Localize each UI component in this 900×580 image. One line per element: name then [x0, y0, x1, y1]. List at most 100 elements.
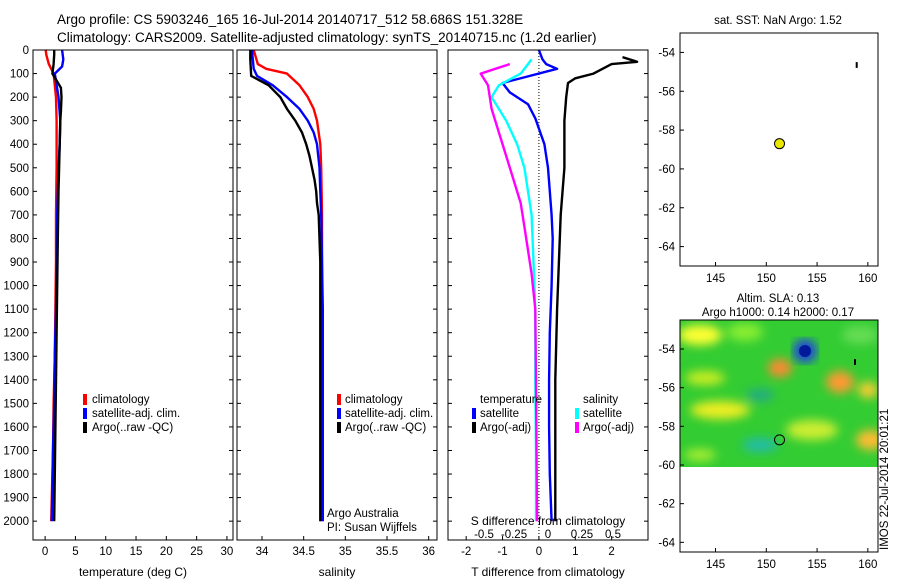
- timestamp-stamp: IMOS 22-Jul-2014 20:01:21: [879, 409, 891, 550]
- map-y-tick-label: -56: [658, 383, 675, 395]
- map-x-tick-label: 155: [807, 559, 826, 571]
- legend-s-argo: Argo(-adj): [583, 422, 634, 434]
- y-tick-label: 700: [10, 210, 29, 222]
- argo-position-point: [774, 138, 786, 150]
- x-tick-label: 5: [72, 546, 78, 558]
- x-tick-label: -2: [461, 546, 471, 558]
- map-x-tick-label: 155: [807, 273, 826, 285]
- map-y-tick-label: -60: [658, 460, 675, 472]
- legend-title-salinity: salinity: [583, 394, 618, 406]
- difference-legend: temperature salinity satellite Argo(-adj…: [472, 394, 634, 434]
- x-tick-label: 0: [42, 546, 48, 558]
- map-y-tick-label: -64: [658, 537, 675, 549]
- y-tick-label: 100: [10, 69, 29, 81]
- series-line-salinity-0: [252, 49, 324, 522]
- legend-title-temperature: temperature: [480, 394, 542, 406]
- x-tick-label: 0: [536, 546, 542, 558]
- y-tick-label: 400: [10, 139, 29, 151]
- y-tick-label: 1800: [3, 469, 29, 481]
- annotation-argo-australia: Argo Australia: [327, 508, 399, 520]
- x-tick-label: 30: [221, 546, 234, 558]
- s-tick-2: -0.25: [501, 529, 527, 541]
- salinity-legend: climatology satellite-adj. clim. Argo(..…: [337, 394, 433, 434]
- salinity-xlabel: salinity: [319, 565, 356, 579]
- legend-argo: Argo(..raw -QC): [92, 422, 173, 434]
- x-tick-label: 34.5: [292, 546, 314, 558]
- x-tick-label: 10: [99, 546, 112, 558]
- s-tick-3: 0: [545, 529, 551, 541]
- temperature-legend: climatology satellite-adj. clim. Argo(..…: [83, 394, 180, 434]
- x-tick-label: 15: [130, 546, 143, 558]
- y-tick-label: 200: [10, 92, 29, 104]
- legend-s-satellite: satellite: [583, 408, 622, 420]
- map-x-tick-label: 150: [757, 273, 776, 285]
- temperature-panel: 0 5 10 15 20 25 300100200300400500600700800900…: [3, 45, 234, 579]
- map-x-tick-label: 160: [858, 273, 877, 285]
- sst-title: sat. SST: NaN Argo: 1.52: [714, 15, 842, 27]
- header-line1: Argo profile: CS 5903246_165 16-Jul-2014…: [57, 12, 523, 27]
- x-tick-label: -1: [497, 546, 507, 558]
- map-y-tick-label: -64: [658, 242, 675, 254]
- x-tick-label: 1: [572, 546, 578, 558]
- series-line-difference-0: [501, 49, 559, 522]
- salinity-panel: 34 34.5 35 35.5 36 salinity climatology sate…: [236, 49, 438, 579]
- series-line-difference-3: [479, 62, 539, 522]
- series-line-salinity-2: [249, 50, 322, 522]
- temperature-xlabel: temperature (deg C): [79, 565, 187, 579]
- sla-field: [680, 320, 878, 467]
- map-x-tick-label: 145: [706, 559, 725, 571]
- series-line-temperature-2: [51, 50, 63, 522]
- sla-title: Altim. SLA: 0.13: [737, 293, 819, 305]
- sst-map: sat. SST: NaN Argo: 1.52 145 150 155 160 -54…: [658, 15, 879, 285]
- y-tick-label: 1600: [3, 422, 29, 434]
- y-tick-label: 600: [10, 186, 29, 198]
- sla-subtitle: Argo h1000: 0.14 h2000: 0.17: [702, 307, 854, 319]
- annotation-pi: PI: Susan Wijffels: [327, 522, 417, 534]
- y-tick-label: 2000: [3, 516, 29, 528]
- legend-satellite-adj: satellite-adj. clim.: [92, 408, 180, 420]
- y-tick-label: 1500: [3, 398, 29, 410]
- x-tick-label: 25: [190, 546, 203, 558]
- y-tick-label: 1200: [3, 328, 29, 340]
- legend-satellite-adj-s: satellite-adj. clim.: [345, 408, 433, 420]
- series-line-difference-1: [554, 55, 639, 522]
- x-tick-label: 34: [256, 546, 269, 558]
- legend-climatology-s: climatology: [345, 394, 403, 406]
- y-tick-label: 1300: [3, 351, 29, 363]
- map-x-tick-label: 145: [706, 273, 725, 285]
- difference-panel: -2 -1 0 1 2 T difference from climatology S …: [447, 49, 649, 579]
- header-line2: Climatology: CARS2009. Satellite-adjuste…: [57, 30, 597, 45]
- difference-xlabel-top: S difference from climatology: [471, 514, 626, 528]
- y-tick-label: 0: [23, 45, 29, 57]
- map-y-tick-label: -58: [658, 125, 675, 137]
- y-tick-label: 1000: [3, 281, 29, 293]
- sla-map: Altim. SLA: 0.13 Argo h1000: 0.14 h2000:…: [658, 293, 891, 571]
- s-tick-4: 0.25: [571, 529, 593, 541]
- sla-no-data: [680, 467, 878, 552]
- map-y-tick-label: -54: [658, 47, 675, 59]
- x-tick-label: 36: [422, 546, 435, 558]
- x-tick-label: 20: [160, 546, 173, 558]
- y-tick-label: 1100: [4, 304, 29, 316]
- x-tick-label: 35: [339, 546, 352, 558]
- argo-position-point: [774, 434, 786, 446]
- y-tick-label: 300: [10, 116, 29, 128]
- difference-xlabel: T difference from climatology: [471, 565, 625, 579]
- map-y-tick-label: -58: [658, 421, 675, 433]
- x-tick-label: 35.5: [376, 546, 398, 558]
- s-tick-5: 0.5: [605, 529, 621, 541]
- legend-climatology: climatology: [92, 394, 150, 406]
- y-tick-label: 1400: [3, 375, 29, 387]
- map-y-tick-label: -62: [658, 499, 675, 511]
- y-tick-label: 1900: [3, 493, 29, 505]
- y-tick-label: 900: [10, 257, 29, 269]
- map-y-tick-label: -62: [658, 203, 675, 215]
- map-y-tick-label: -54: [658, 344, 675, 356]
- legend-t-argo: Argo(-adj): [480, 422, 531, 434]
- series-line-salinity-1: [250, 49, 324, 522]
- s-tick-1: -0.5: [474, 529, 494, 541]
- map-x-tick-label: 160: [858, 559, 877, 571]
- x-tick-label: 2: [608, 546, 614, 558]
- legend-argo-s: Argo(..raw -QC): [345, 422, 426, 434]
